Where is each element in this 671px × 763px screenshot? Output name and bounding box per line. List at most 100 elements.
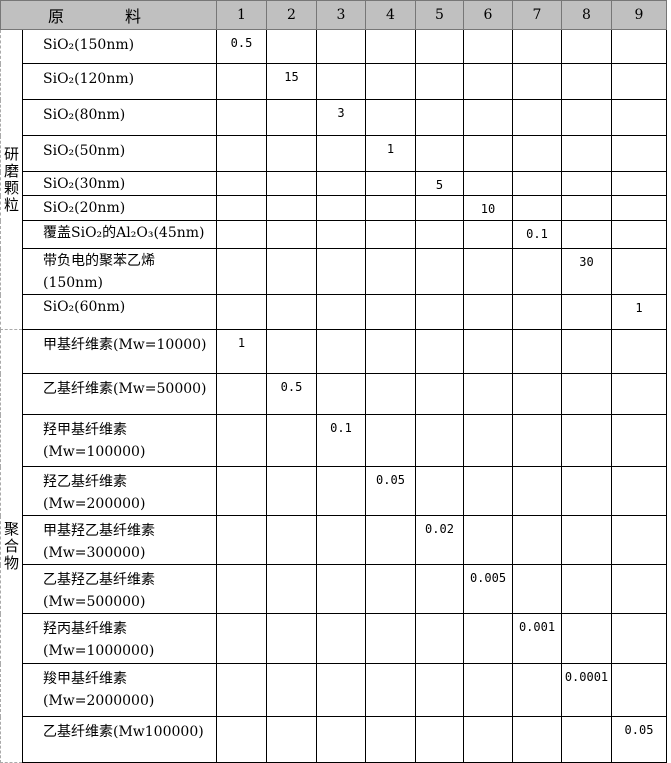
amount-cell [216, 294, 267, 330]
column-header-7: 7 [512, 0, 562, 30]
amount-cell [316, 63, 366, 100]
amount-cell [561, 466, 612, 516]
amount-cell [561, 63, 612, 100]
amount-cell [512, 329, 562, 374]
material-name: SiO₂(80nm) [22, 99, 217, 136]
amount-cell [415, 195, 464, 221]
amount-cell [512, 515, 562, 565]
material-name: 羟丙基纤维素(Mw=1000000) [22, 613, 217, 664]
amount-cell [611, 414, 667, 467]
amount-cell [611, 564, 667, 614]
amount-cell [316, 515, 366, 565]
amount-cell [216, 99, 267, 136]
amount-cell [611, 171, 667, 196]
amount-cell [463, 329, 513, 374]
amount-cell [415, 466, 464, 516]
amount-cell [512, 414, 562, 467]
material-name: SiO₂(120nm) [22, 63, 217, 100]
amount-cell [561, 29, 612, 64]
material-name: 羟乙基纤维素(Mw=200000) [22, 466, 217, 516]
amount-cell [216, 135, 267, 172]
column-header-3: 3 [316, 0, 366, 30]
amount-cell [266, 329, 317, 374]
amount-cell [216, 248, 267, 295]
amount-cell [216, 716, 267, 763]
amount-cell [512, 466, 562, 516]
amount-cell [561, 716, 612, 763]
amount-cell: 5 [415, 171, 464, 196]
amount-cell [463, 248, 513, 295]
amount-cell [266, 195, 317, 221]
amount-cell [611, 248, 667, 295]
amount-cell [561, 99, 612, 136]
amount-cell [365, 195, 416, 221]
amount-cell [365, 63, 416, 100]
amount-cell [266, 613, 317, 664]
amount-cell [611, 99, 667, 136]
amount-cell [266, 294, 317, 330]
amount-cell [316, 135, 366, 172]
amount-cell [365, 99, 416, 136]
amount-cell: 3 [316, 99, 366, 136]
amount-cell [365, 171, 416, 196]
amount-cell [512, 294, 562, 330]
amount-cell [316, 373, 366, 415]
amount-cell [512, 248, 562, 295]
amount-cell [266, 663, 317, 717]
material-name: 乙基纤维素(Mw100000) [22, 716, 217, 763]
amount-cell [415, 663, 464, 717]
material-name: 甲基羟乙基纤维素(Mw=300000) [22, 515, 217, 565]
table-row: 乙基纤维素(Mw=50000) 0.5 [1, 373, 667, 415]
amount-cell [216, 613, 267, 664]
amount-cell [266, 220, 317, 249]
amount-cell [463, 29, 513, 64]
amount-cell [266, 716, 317, 763]
amount-cell [561, 414, 612, 467]
material-name: SiO₂(60nm) [22, 294, 217, 330]
material-header: 原 料 [0, 0, 217, 30]
amount-cell [365, 414, 416, 467]
material-name: 乙基羟乙基纤维素(Mw=500000) [22, 564, 217, 614]
amount-cell: 0.5 [266, 373, 317, 415]
amount-cell [316, 248, 366, 295]
amount-cell [611, 220, 667, 249]
amount-cell: 30 [561, 248, 612, 295]
amount-cell [266, 248, 317, 295]
amount-cell [611, 29, 667, 64]
amount-cell [463, 414, 513, 467]
table-row: SiO₂(30nm) 5 [1, 171, 667, 196]
material-name: SiO₂(50nm) [22, 135, 217, 172]
amount-cell [463, 716, 513, 763]
amount-cell [561, 171, 612, 196]
table-row: 羟丙基纤维素(Mw=1000000) 0.001 [1, 613, 667, 664]
amount-cell [463, 171, 513, 196]
amount-cell [561, 515, 612, 565]
amount-cell [463, 515, 513, 565]
amount-cell [561, 294, 612, 330]
amount-cell: 0.5 [216, 29, 267, 64]
amount-cell [561, 564, 612, 614]
table-row: SiO₂(60nm) 1 [1, 294, 667, 330]
column-header-5: 5 [415, 0, 464, 30]
amount-cell [365, 329, 416, 374]
amount-cell [216, 195, 267, 221]
amount-cell [415, 716, 464, 763]
amount-cell [365, 564, 416, 614]
amount-cell [611, 613, 667, 664]
amount-cell [611, 515, 667, 565]
amount-cell [415, 613, 464, 664]
amount-cell [216, 663, 267, 717]
column-header-4: 4 [365, 0, 416, 30]
table-row: 羟乙基纤维素(Mw=200000) 0.05 [1, 466, 667, 516]
group-label: 聚合物 [0, 329, 23, 763]
amount-cell [216, 63, 267, 100]
amount-cell [561, 135, 612, 172]
material-name: 乙基纤维素(Mw=50000) [22, 373, 217, 415]
amount-cell [365, 663, 416, 717]
amount-cell [216, 220, 267, 249]
amount-cell [266, 564, 317, 614]
material-name: SiO₂(30nm) [22, 171, 217, 196]
material-name: 带负电的聚苯乙烯(150nm) [22, 248, 217, 295]
